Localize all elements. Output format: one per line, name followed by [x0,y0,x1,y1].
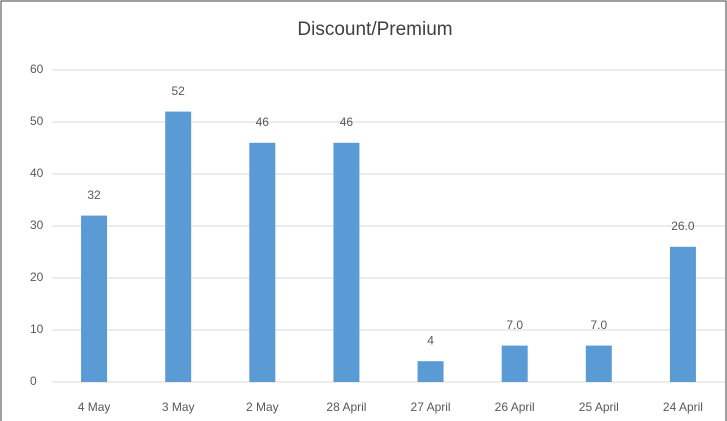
x-tick-label: 27 April [411,400,451,414]
value-label: 32 [87,188,101,202]
y-tick-label: 50 [30,114,44,128]
x-tick-label: 26 April [495,400,535,414]
x-tick-label: 25 April [579,400,619,414]
x-tick-label: 4 May [78,400,111,414]
bar [585,345,612,382]
x-tick-label: 28 April [326,400,366,414]
bar [417,361,444,382]
bar [669,246,696,382]
bar [165,111,192,382]
chart-title: Discount/Premium [297,19,452,40]
y-tick-label: 10 [30,322,44,336]
bar [81,215,108,382]
y-tick-label: 60 [30,62,44,76]
y-tick-label: 30 [30,218,44,232]
bar [501,345,528,382]
x-tick-label: 3 May [162,400,195,414]
value-label: 4 [427,333,434,347]
value-label: 7.0 [590,318,607,332]
y-tick-label: 0 [30,374,37,388]
value-label: 26.0 [671,219,695,233]
value-label: 52 [172,84,186,98]
x-tick-label: 2 May [246,400,279,414]
value-label: 46 [340,115,354,129]
y-tick-label: 20 [30,270,44,284]
y-tick-label: 40 [30,166,44,180]
bar [333,142,360,382]
value-label: 46 [256,115,270,129]
bar [249,142,276,382]
value-label: 7.0 [506,318,523,332]
x-tick-label: 24 April [663,400,703,414]
